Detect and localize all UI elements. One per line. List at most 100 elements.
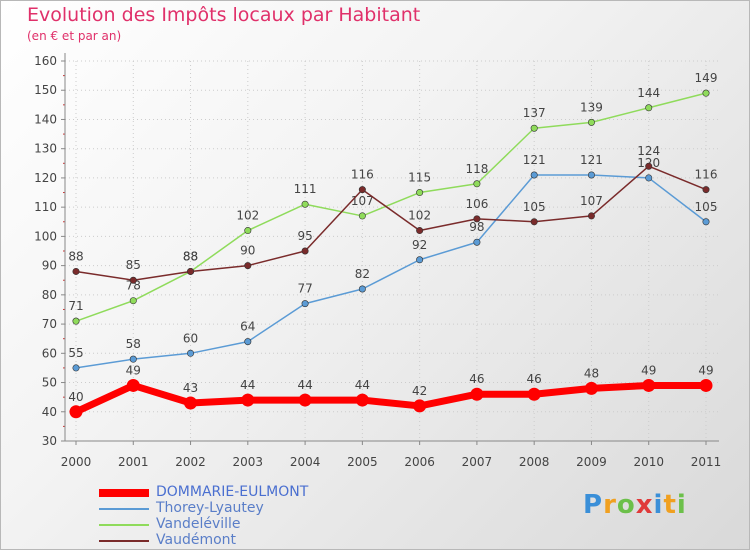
data-point-vandeleville (129, 297, 137, 305)
data-point-thorey-lyautey (358, 285, 366, 293)
data-point-vandeleville (358, 212, 366, 220)
data-label-vandeleville: 115 (408, 171, 431, 185)
data-label-vandeleville: 102 (236, 209, 259, 223)
y-tick-label: 60 (42, 346, 57, 360)
data-point-vaudemont (416, 227, 424, 235)
data-label-vandeleville: 71 (68, 299, 83, 313)
logo-letter: x (635, 490, 654, 520)
data-label-vandeleville: 78 (126, 279, 141, 293)
series-line-dommarie-eulmont (74, 381, 706, 415)
data-point-vandeleville (72, 317, 80, 325)
data-label-dommarie-eulmont: 44 (355, 378, 370, 392)
data-point-vaudemont (645, 162, 653, 170)
data-label-vandeleville: 111 (294, 182, 317, 196)
data-label-thorey-lyautey: 121 (580, 153, 603, 167)
data-label-thorey-lyautey: 121 (523, 153, 546, 167)
data-label-vaudemont: 105 (523, 200, 546, 214)
data-point-vaudemont (129, 276, 137, 284)
data-label-vandeleville: 107 (351, 194, 374, 208)
data-point-thorey-lyautey (587, 171, 595, 179)
data-point-vandeleville (244, 227, 252, 235)
x-tick-label: 2007 (462, 455, 493, 469)
data-label-vandeleville: 88 (183, 249, 198, 263)
series-line-vandeleville (75, 92, 707, 322)
data-label-vaudemont: 88 (183, 249, 198, 263)
legend-swatch (99, 489, 149, 497)
series-line-vaudemont (75, 165, 707, 281)
data-label-dommarie-eulmont: 49 (126, 363, 141, 377)
y-tick-label: 70 (42, 317, 57, 331)
data-label-vandeleville: 144 (637, 86, 660, 100)
legend-label: Thorey-Lyautey (156, 500, 264, 516)
logo-letter: o (616, 490, 636, 520)
legend-swatch (99, 524, 149, 526)
data-point-vaudemont (72, 267, 80, 275)
legend-swatch (99, 508, 149, 510)
x-tick-label: 2001 (118, 455, 149, 469)
data-label-thorey-lyautey: 64 (240, 320, 255, 334)
y-tick-label: 160 (34, 54, 57, 68)
series-line-thorey-lyautey (75, 174, 707, 369)
y-tick-label: 100 (34, 229, 57, 243)
x-tick-label: 2005 (347, 455, 378, 469)
data-label-vaudemont: 106 (465, 197, 488, 211)
x-tick-label: 2000 (61, 455, 92, 469)
data-point-dommarie-eulmont (241, 393, 255, 407)
data-label-vaudemont: 124 (637, 144, 660, 158)
x-tick-label: 2002 (175, 455, 206, 469)
legend-item: Vaudémont (99, 532, 359, 549)
data-label-dommarie-eulmont: 40 (68, 390, 83, 404)
data-label-thorey-lyautey: 60 (183, 331, 198, 345)
data-label-dommarie-eulmont: 46 (469, 372, 484, 386)
data-label-dommarie-eulmont: 44 (240, 378, 255, 392)
data-label-thorey-lyautey: 82 (355, 267, 370, 281)
legend-item: Vandeléville (99, 516, 359, 533)
data-label-vandeleville: 137 (523, 106, 546, 120)
legend-swatch (99, 540, 149, 542)
data-label-thorey-lyautey: 92 (412, 238, 427, 252)
data-point-thorey-lyautey (645, 174, 653, 182)
data-point-vandeleville (587, 118, 595, 126)
data-point-thorey-lyautey (72, 364, 80, 372)
data-label-dommarie-eulmont: 43 (183, 381, 198, 395)
data-label-thorey-lyautey: 58 (126, 337, 141, 351)
y-tick-label: 120 (34, 171, 57, 185)
x-tick-label: 2006 (404, 455, 435, 469)
data-label-vandeleville: 139 (580, 100, 603, 114)
y-tick-label: 40 (42, 405, 57, 419)
proxiti-logo: Proxiti (583, 490, 687, 520)
logo-letter: r (603, 490, 617, 520)
data-point-vaudemont (187, 267, 195, 275)
data-point-thorey-lyautey (702, 218, 710, 226)
data-label-thorey-lyautey: 98 (469, 220, 484, 234)
data-point-vandeleville (645, 104, 653, 112)
data-point-vaudemont (244, 262, 252, 270)
y-tick-label: 90 (42, 259, 57, 273)
data-label-thorey-lyautey: 105 (695, 200, 718, 214)
legend-label: DOMMARIE-EULMONT (156, 484, 309, 500)
data-point-thorey-lyautey (530, 171, 538, 179)
data-point-vaudemont (530, 218, 538, 226)
data-point-dommarie-eulmont (69, 405, 83, 419)
chart-title: Evolution des Impôts locaux par Habitant (27, 4, 421, 26)
data-point-vaudemont (587, 212, 595, 220)
x-tick-label: 2004 (290, 455, 321, 469)
data-label-vaudemont: 116 (695, 168, 718, 182)
logo-letter: P (583, 490, 604, 520)
data-label-thorey-lyautey: 55 (68, 346, 83, 360)
data-point-dommarie-eulmont (184, 396, 198, 410)
data-label-thorey-lyautey: 77 (297, 282, 312, 296)
data-label-vaudemont: 102 (408, 209, 431, 223)
y-tick-label: 140 (34, 112, 57, 126)
data-point-vandeleville (301, 200, 309, 208)
data-point-vandeleville (702, 89, 710, 97)
data-label-vandeleville: 118 (465, 162, 488, 176)
data-label-dommarie-eulmont: 46 (527, 372, 542, 386)
legend-item: Thorey-Lyautey (99, 500, 359, 517)
logo-letter: t (663, 490, 677, 520)
x-tick-label: 2003 (233, 455, 264, 469)
data-point-vaudemont (473, 215, 481, 223)
data-point-thorey-lyautey (129, 355, 137, 363)
